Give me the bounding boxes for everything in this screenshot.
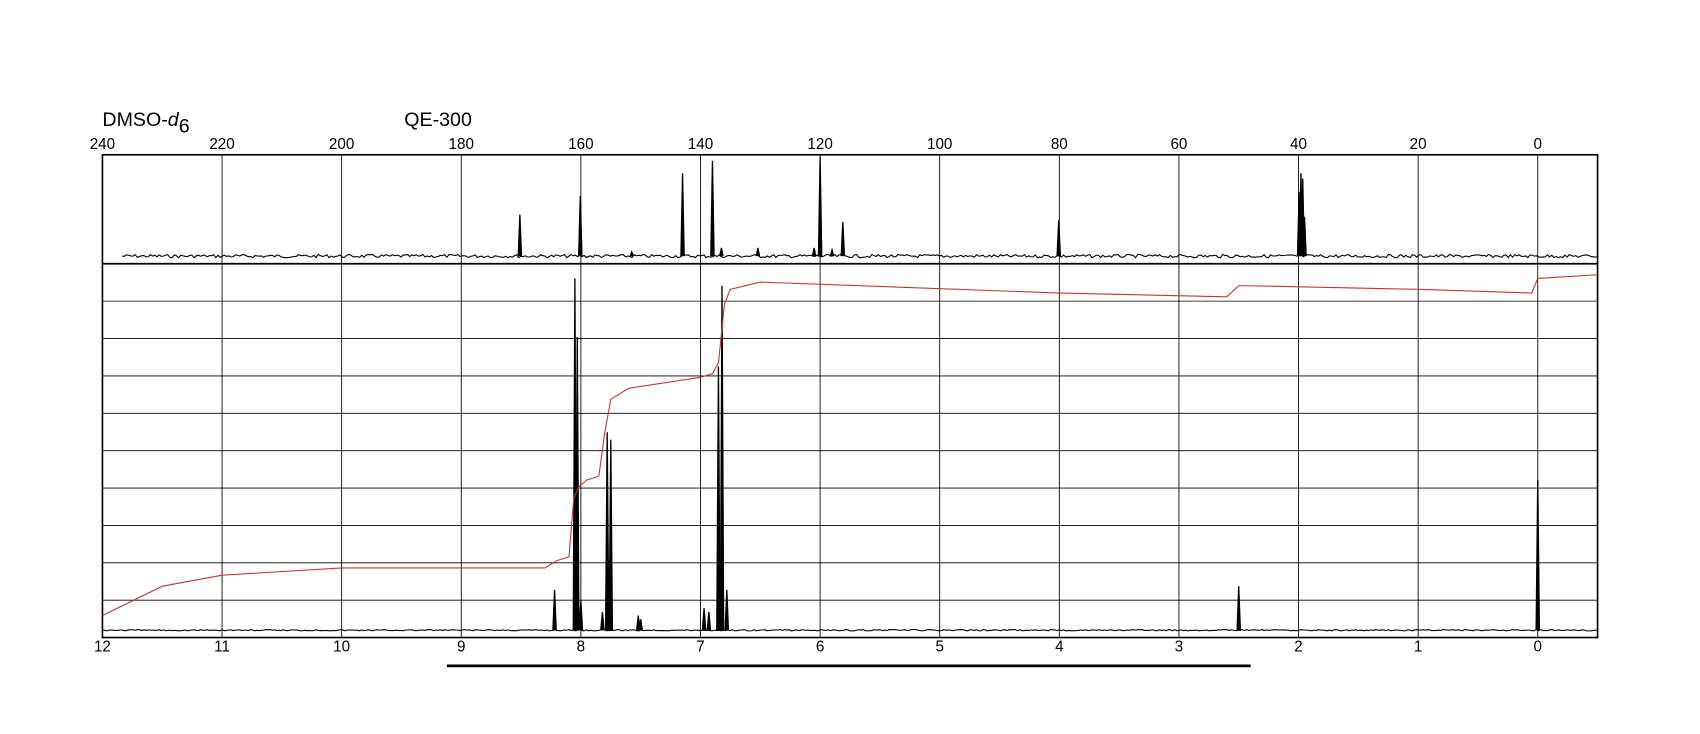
x-tick-label: 8 — [577, 638, 585, 655]
peak — [719, 247, 724, 257]
peak — [710, 160, 715, 257]
x-tick-label: 4 — [1055, 638, 1064, 655]
x-tick-label: 0 — [1534, 136, 1542, 153]
x-tick-label: 100 — [927, 136, 952, 153]
peak — [578, 600, 584, 631]
x-tick-label: 140 — [688, 136, 713, 153]
peak — [811, 247, 817, 257]
x-tick-label: 0 — [1534, 638, 1542, 655]
x-tick-label: 5 — [935, 638, 943, 655]
instrument-label: QE-300 — [404, 109, 472, 131]
x-tick-label: 240 — [90, 136, 115, 153]
solvent-italic: d — [168, 109, 180, 131]
peak — [604, 432, 610, 631]
x-tick-label: 160 — [568, 136, 593, 153]
peak — [608, 439, 614, 631]
peak — [706, 611, 712, 631]
x-tick-label: 2 — [1294, 638, 1302, 655]
peak — [552, 589, 557, 631]
x-tick-label: 80 — [1051, 136, 1068, 153]
panel-frame — [101, 153, 1599, 265]
peak — [701, 608, 707, 631]
x-tick-label: 7 — [696, 638, 704, 655]
peak — [829, 247, 835, 257]
x-tick-label: 120 — [807, 136, 832, 153]
peak — [680, 173, 685, 257]
peak — [840, 221, 846, 257]
solvent-label: DMSO-d6 — [102, 109, 189, 138]
baseline — [102, 628, 1598, 632]
x-tick-label: 180 — [449, 136, 474, 153]
x-tick-label: 12 — [94, 638, 111, 655]
solvent-prefix: DMSO- — [102, 109, 167, 131]
x-tick-label: 10 — [333, 638, 350, 655]
x-tick-label: 60 — [1170, 136, 1187, 153]
x-tick-label: 9 — [457, 638, 465, 655]
x-tick-label: 11 — [214, 638, 230, 655]
x-tick-label: 1 — [1414, 638, 1422, 655]
peak — [817, 156, 823, 257]
peak — [1236, 586, 1242, 631]
x-tick-label: 220 — [209, 136, 234, 153]
x-tick-label: 20 — [1410, 136, 1427, 153]
baseline — [121, 253, 1598, 259]
peak — [716, 366, 721, 631]
peak — [517, 214, 523, 257]
peak — [629, 250, 634, 257]
peak — [755, 247, 761, 257]
solvent-subscript: 6 — [179, 116, 190, 138]
x-tick-label: 3 — [1175, 638, 1183, 655]
integral-curve — [102, 274, 1598, 617]
peak — [719, 285, 725, 631]
x-tick-label: 200 — [329, 136, 354, 153]
peak — [600, 611, 605, 631]
peak — [574, 337, 580, 631]
x-tick-label: 40 — [1290, 136, 1307, 153]
peak — [724, 589, 730, 631]
peak — [1056, 219, 1062, 257]
peak — [1302, 216, 1307, 257]
peak — [577, 196, 583, 257]
peak — [638, 619, 643, 631]
x-tick-label: 6 — [816, 638, 824, 655]
peak — [1535, 479, 1541, 631]
